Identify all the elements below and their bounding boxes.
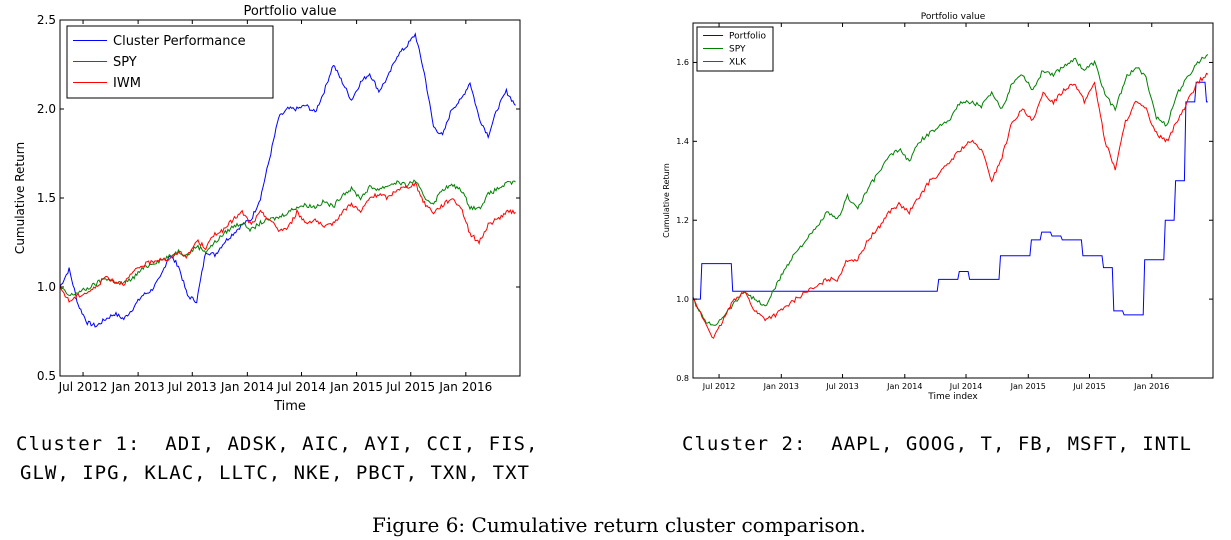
y-tick-label: 1.2 xyxy=(676,216,689,225)
y-tick-label: 1.4 xyxy=(676,137,689,146)
y-tick-label: 0.8 xyxy=(676,374,689,383)
cluster-1-caption-line-1: Cluster 1: ADI, ADSK, AIC, AYI, CCI, FIS… xyxy=(16,433,539,455)
x-tick-label: Jan 2013 xyxy=(763,382,799,391)
x-tick-label: Jul 2013 xyxy=(825,382,859,391)
legend-label: SPY xyxy=(729,45,746,55)
series-line-iwm xyxy=(60,181,516,303)
x-axis-label: Time index xyxy=(927,392,978,402)
x-tick-label: Jul 2015 xyxy=(385,380,435,394)
y-tick-label: 1.5 xyxy=(37,191,56,205)
legend-label: SPY xyxy=(113,55,137,70)
x-tick-label: Jul 2012 xyxy=(58,380,108,394)
x-tick-label: Jul 2013 xyxy=(167,380,217,394)
x-tick-label: Jan 2014 xyxy=(886,382,922,391)
x-tick-label: Jul 2014 xyxy=(949,382,983,391)
series-line-cluster-performance xyxy=(60,32,516,328)
plot-frame xyxy=(692,22,1214,379)
y-tick-label: 2.5 xyxy=(37,13,56,27)
y-tick-label: 1.0 xyxy=(37,280,56,294)
x-tick-label: Jan 2015 xyxy=(1010,382,1046,391)
legend: Portfolio SPY XLK xyxy=(696,26,774,72)
x-tick-label: Jan 2013 xyxy=(111,380,165,394)
series-line-spy xyxy=(60,179,516,296)
chart-title: Portfolio value xyxy=(243,4,336,19)
series-line-xlk xyxy=(693,72,1209,339)
chart-title: Portfolio value xyxy=(921,12,986,22)
x-tick-label: Jul 2012 xyxy=(702,382,736,391)
y-axis-label: Cumulative Return xyxy=(13,142,27,254)
x-tick-label: Jul 2015 xyxy=(1072,382,1106,391)
cluster-1-caption-line-2: GLW, IPG, KLAC, LLTC, NKE, PBCT, TXN, TX… xyxy=(20,462,530,484)
legend: Cluster Performance SPY IWM xyxy=(66,25,274,99)
legend-label: Cluster Performance xyxy=(113,34,246,49)
chart-2: 0.8 1.0 1.2 1.4 1.6 Jul 2012 Jan 2013 Jul 2013 J… xyxy=(662,12,1214,402)
y-tick-label: 1.6 xyxy=(676,58,689,67)
y-tick-label: 0.5 xyxy=(37,369,56,383)
figure-caption: Figure 6: Cumulative return cluster comp… xyxy=(372,513,866,537)
legend-label: IWM xyxy=(113,76,141,91)
cluster-2-caption: Cluster 2: AAPL, GOOG, T, FB, MSFT, INTL xyxy=(682,433,1192,455)
series-line-portfolio xyxy=(693,81,1208,316)
x-tick-label: Jan 2015 xyxy=(329,380,383,394)
legend-label: XLK xyxy=(729,58,747,68)
x-tick-label: Jan 2014 xyxy=(220,380,274,394)
series-line-spy xyxy=(693,54,1209,326)
y-tick-label: 1.0 xyxy=(676,295,689,304)
x-tick-label: Jan 2016 xyxy=(438,380,492,394)
legend-label: Portfolio xyxy=(729,32,767,42)
y-axis-label: Cumulative Return xyxy=(662,163,671,238)
x-tick-label: Jan 2016 xyxy=(1133,382,1169,391)
x-tick-label: Jul 2014 xyxy=(276,380,326,394)
x-axis-label: Time xyxy=(273,399,306,414)
y-tick-label: 2.0 xyxy=(37,102,56,116)
